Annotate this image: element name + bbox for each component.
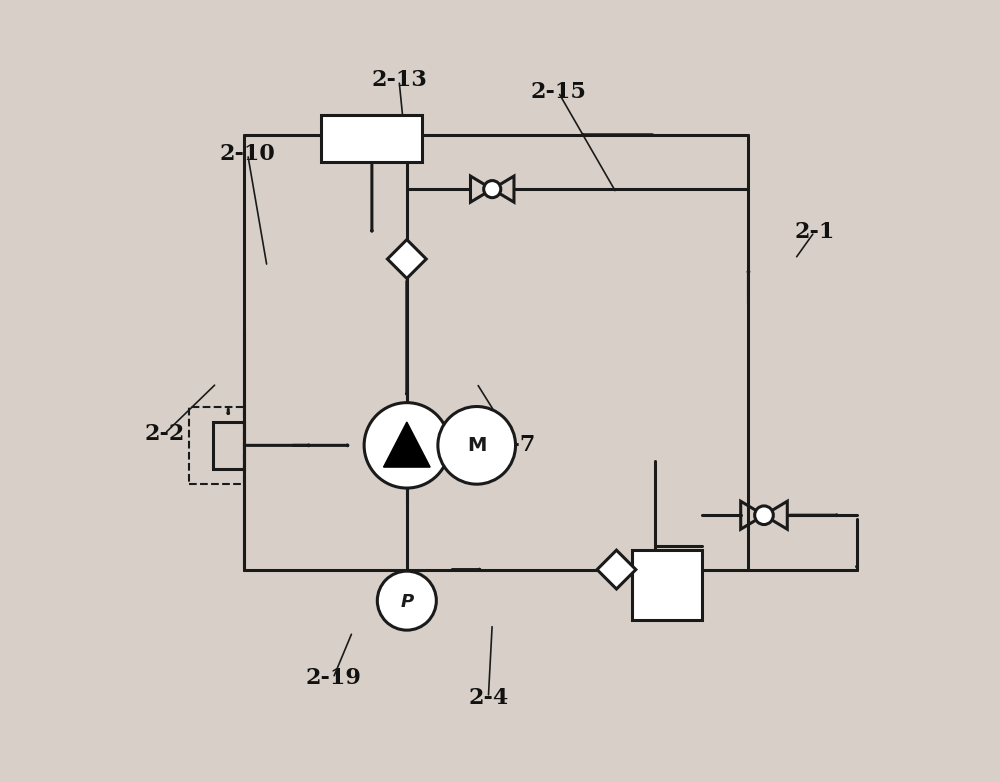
Text: M: M (467, 436, 486, 455)
Circle shape (364, 403, 450, 488)
Circle shape (438, 407, 516, 484)
Circle shape (755, 506, 773, 525)
Polygon shape (384, 422, 430, 467)
Bar (321, 116, 422, 162)
Circle shape (377, 571, 436, 630)
Text: 2-15: 2-15 (530, 81, 586, 103)
Bar (632, 551, 702, 620)
Bar (213, 422, 244, 468)
Text: 2-1: 2-1 (794, 221, 835, 243)
Text: 2-4: 2-4 (468, 687, 508, 708)
Text: 2-10: 2-10 (220, 143, 276, 165)
Text: 2-13: 2-13 (371, 70, 427, 91)
Bar (189, 407, 244, 484)
Polygon shape (387, 239, 426, 278)
Text: 2-7: 2-7 (495, 434, 536, 457)
Text: P: P (400, 594, 413, 612)
Polygon shape (597, 551, 636, 589)
Circle shape (484, 181, 501, 198)
Text: 2-2: 2-2 (144, 423, 185, 445)
Text: 2-19: 2-19 (305, 667, 361, 689)
